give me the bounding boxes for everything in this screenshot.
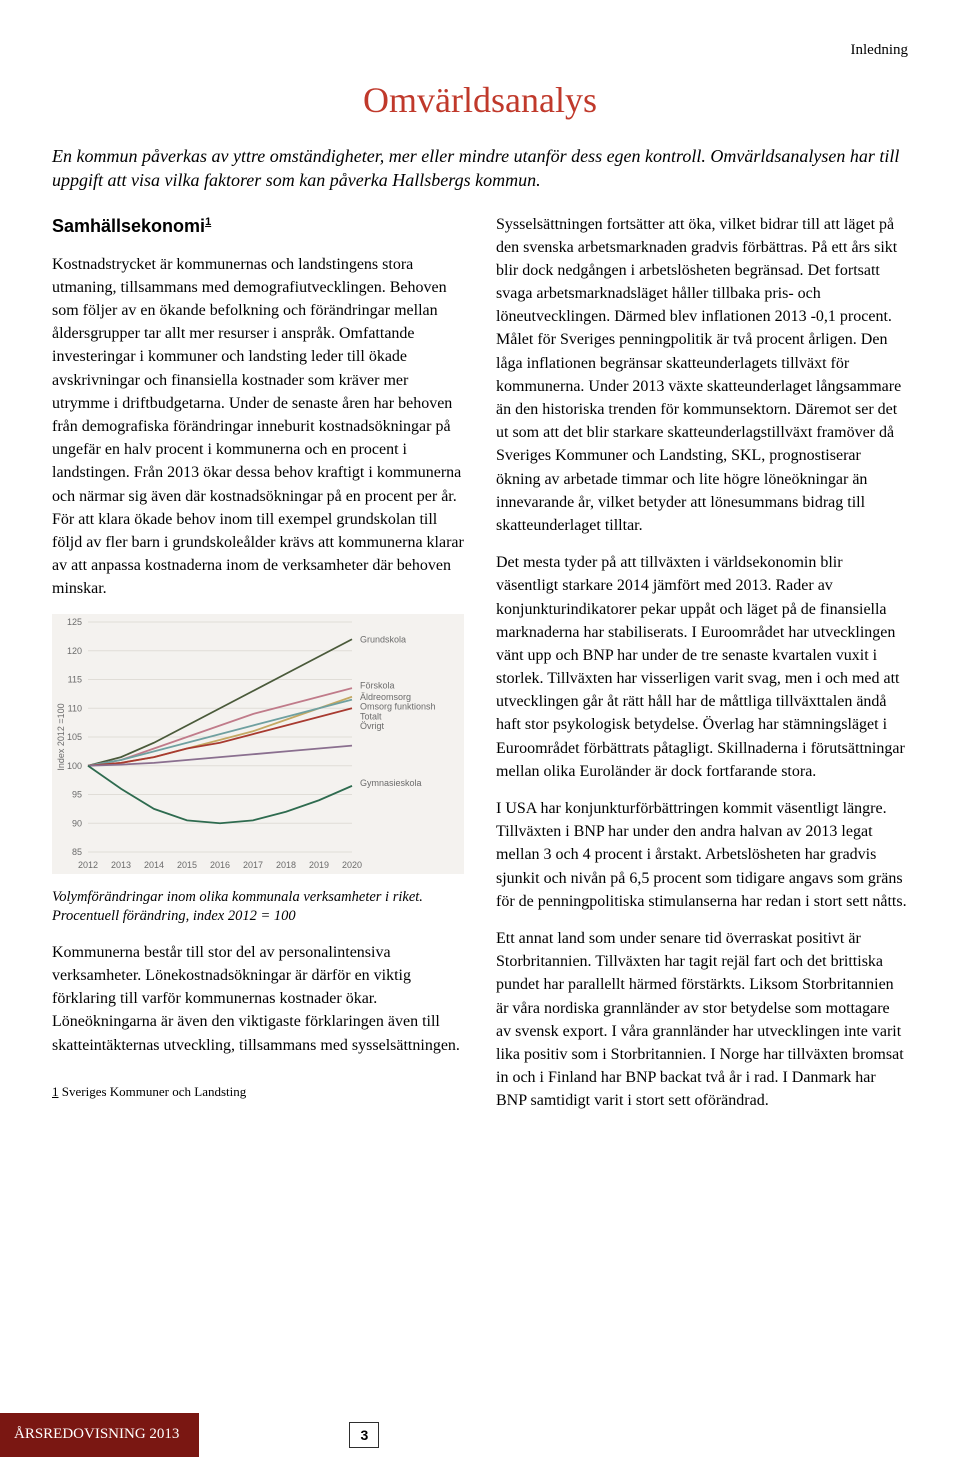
svg-text:2018: 2018 — [276, 860, 296, 870]
section-heading-text: Samhällsekonomi — [52, 216, 205, 236]
footnote-text: Sveriges Kommuner och Landsting — [59, 1084, 247, 1099]
svg-text:2012: 2012 — [78, 860, 98, 870]
body-paragraph: Det mesta tyder på att tillväxten i värl… — [496, 551, 908, 783]
body-paragraph: Ett annat land som under senare tid över… — [496, 927, 908, 1113]
svg-text:2014: 2014 — [144, 860, 164, 870]
page-title: Omvärldsanalys — [52, 74, 908, 126]
svg-text:Omsorg funktionsh: Omsorg funktionsh — [360, 702, 436, 712]
svg-text:2013: 2013 — [111, 860, 131, 870]
right-paragraph-group: Sysselsättningen fortsätter att öka, vil… — [496, 213, 908, 1113]
footer-ribbon: ÅRSREDOVISNING 2013 — [0, 1413, 199, 1457]
section-heading: Samhällsekonomi1 — [52, 213, 464, 239]
svg-text:125: 125 — [67, 617, 82, 627]
line-chart-svg: 85 90 95 100 105 110 115 120 125 2012 2013 2014 2015… — [52, 614, 464, 874]
page-footer: ÅRSREDOVISNING 2013 3 — [0, 1413, 960, 1457]
left-paragraph-group-after: Kommunerna består till stor del av perso… — [52, 941, 464, 1057]
lede-paragraph: En kommun påverkas av yttre omständighet… — [52, 144, 908, 193]
footnote: 1 Sveriges Kommuner och Landsting — [52, 1083, 464, 1102]
running-head: Inledning — [52, 40, 908, 62]
body-paragraph: Sysselsättningen fortsätter att öka, vil… — [496, 213, 908, 538]
svg-text:115: 115 — [68, 675, 82, 685]
footnote-ref: 1 — [205, 216, 211, 228]
chart-caption: Volymförändringar inom olika kommunala v… — [52, 888, 464, 927]
volume-chart: 85 90 95 100 105 110 115 120 125 2012 2013 2014 2015… — [52, 614, 464, 881]
two-column-layout: Samhällsekonomi1 Kostnadstrycket är komm… — [52, 213, 908, 1127]
svg-text:120: 120 — [67, 646, 82, 656]
left-column: Samhällsekonomi1 Kostnadstrycket är komm… — [52, 213, 464, 1127]
svg-text:85: 85 — [72, 847, 82, 857]
svg-text:Gymnasieskola: Gymnasieskola — [360, 778, 422, 788]
svg-text:90: 90 — [72, 819, 82, 829]
body-paragraph: I USA har konjunkturförbättringen kommit… — [496, 797, 908, 913]
svg-text:110: 110 — [68, 704, 82, 714]
body-paragraph: Kostnadstrycket är kommunernas och lands… — [52, 253, 464, 601]
svg-text:100: 100 — [67, 761, 82, 771]
svg-text:Äldreomsorg: Äldreomsorg — [360, 692, 411, 702]
svg-text:Förskola: Förskola — [360, 681, 395, 691]
body-paragraph: Kommunerna består till stor del av perso… — [52, 941, 464, 1057]
svg-text:2020: 2020 — [342, 860, 362, 870]
svg-text:2015: 2015 — [177, 860, 197, 870]
svg-text:Totalt: Totalt — [360, 712, 382, 722]
svg-text:95: 95 — [72, 790, 82, 800]
right-column: Sysselsättningen fortsätter att öka, vil… — [496, 213, 908, 1127]
svg-text:Grundskola: Grundskola — [360, 635, 406, 645]
svg-text:Övrigt: Övrigt — [360, 722, 385, 732]
svg-text:2019: 2019 — [309, 860, 329, 870]
svg-text:Index 2012 =100: Index 2012 =100 — [56, 704, 66, 771]
svg-text:2017: 2017 — [243, 860, 263, 870]
left-paragraph-group: Kostnadstrycket är kommunernas och lands… — [52, 253, 464, 601]
svg-text:2016: 2016 — [210, 860, 230, 870]
svg-text:105: 105 — [67, 732, 82, 742]
page-number: 3 — [349, 1422, 379, 1448]
